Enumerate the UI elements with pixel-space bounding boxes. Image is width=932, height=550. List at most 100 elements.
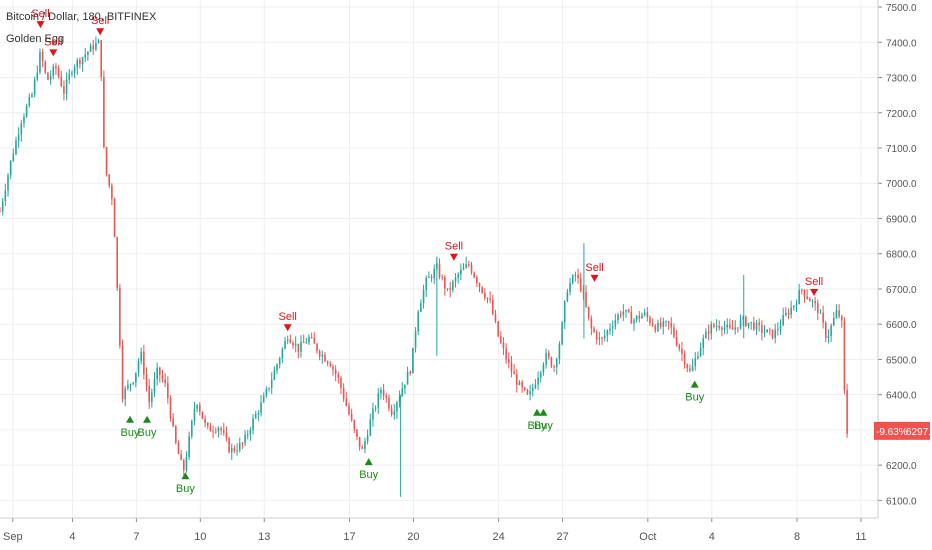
candle-body: [577, 274, 579, 279]
candle-body: [398, 396, 401, 403]
candle-body: [657, 323, 659, 331]
candle-body: [798, 289, 800, 304]
candlestick-series: [0, 36, 848, 497]
sell-label: Sell: [31, 8, 49, 20]
candle-body: [547, 352, 550, 358]
candle-body: [468, 264, 470, 266]
candle-body: [627, 309, 630, 313]
candle-body: [206, 422, 209, 426]
candle-body: [7, 175, 9, 191]
candle-body: [595, 332, 598, 340]
candle-body: [294, 343, 297, 346]
buy-label: Buy: [176, 483, 195, 495]
candle-body: [835, 310, 838, 318]
candle-body: [276, 364, 278, 371]
candle-body: [449, 288, 451, 290]
candle-body: [1, 201, 4, 212]
candle-body: [814, 301, 816, 304]
candle-body: [396, 402, 398, 412]
chart-title: Bitcoin / Dollar, 180, BITFINEX: [6, 11, 157, 23]
candle-body: [286, 339, 289, 341]
candle-body: [345, 398, 348, 406]
candle-body: [611, 326, 614, 329]
candle-body: [523, 387, 526, 390]
candle-body: [73, 67, 76, 73]
candle-body: [758, 322, 760, 326]
candle-body: [635, 315, 638, 321]
candle-body: [20, 123, 23, 135]
candle-body: [198, 405, 201, 412]
candle-body: [529, 391, 531, 395]
candle-body: [769, 329, 771, 331]
candle-body: [537, 377, 539, 385]
candle-body: [484, 292, 486, 298]
candle-body: [28, 96, 31, 106]
candle-body: [284, 340, 286, 349]
candle-body: [497, 321, 499, 337]
candle-body: [52, 66, 55, 76]
candle-body: [582, 290, 585, 293]
candle-body: [324, 354, 326, 362]
candle-body: [334, 369, 337, 375]
candle-body: [214, 431, 217, 433]
candle-body: [193, 408, 196, 422]
candle-body: [393, 411, 396, 415]
candle-body: [470, 264, 473, 273]
candle-body: [292, 342, 294, 346]
candle-body: [563, 301, 566, 323]
candle-body: [587, 306, 590, 319]
candle-body: [65, 79, 68, 94]
candle-body: [585, 292, 587, 307]
candle-body: [135, 372, 137, 383]
candle-body: [238, 443, 241, 451]
candle-body: [310, 337, 313, 339]
candle-body: [603, 335, 606, 339]
candle-body: [745, 316, 747, 327]
candle-body: [340, 377, 342, 388]
candle-body: [785, 312, 787, 316]
candle-body: [17, 134, 20, 141]
candle-body: [625, 309, 627, 312]
candle-body: [76, 60, 79, 68]
candle-body: [510, 362, 513, 372]
candle-body: [177, 442, 180, 455]
candle-body: [777, 329, 779, 331]
candle-body: [816, 303, 819, 314]
candle-body: [145, 374, 148, 387]
candle-body: [726, 324, 729, 328]
candle-body: [515, 374, 518, 385]
candle-body: [244, 434, 246, 444]
candle-body: [156, 367, 158, 380]
candle-body: [422, 290, 425, 304]
candle-body: [790, 307, 792, 315]
candle-body: [811, 301, 814, 303]
candle-body: [553, 366, 555, 368]
candle-body: [262, 395, 265, 403]
price-axis[interactable]: 6100.06200.06300.06400.06500.06600.06700…: [877, 0, 917, 518]
candle-body: [281, 348, 284, 359]
candle-body: [574, 274, 577, 276]
candle-body: [569, 282, 571, 293]
candle-body: [766, 329, 768, 333]
candle-body: [542, 364, 545, 373]
candle-body: [172, 418, 174, 427]
candle-body: [729, 324, 731, 328]
time-axis[interactable]: Sep 4 7 10 13 17 20 24 27 Oct 4 8 11: [0, 517, 878, 543]
time-tick-label: 8: [794, 531, 800, 543]
candle-body: [838, 310, 840, 317]
candle-body: [428, 276, 430, 278]
candle-body: [111, 185, 113, 199]
candle-body: [230, 448, 233, 453]
candle-body: [774, 329, 776, 339]
candle-body: [534, 384, 537, 388]
time-tick-label: 4: [69, 531, 75, 543]
candle-body: [444, 277, 446, 289]
candle-body: [494, 314, 497, 322]
buy-label: Buy: [359, 469, 378, 481]
candle-body: [793, 305, 795, 308]
candle-body: [646, 312, 649, 318]
candle-body: [212, 431, 214, 433]
candle-body: [832, 317, 835, 326]
candle-body: [417, 311, 420, 332]
time-tick-label: 24: [493, 531, 505, 543]
